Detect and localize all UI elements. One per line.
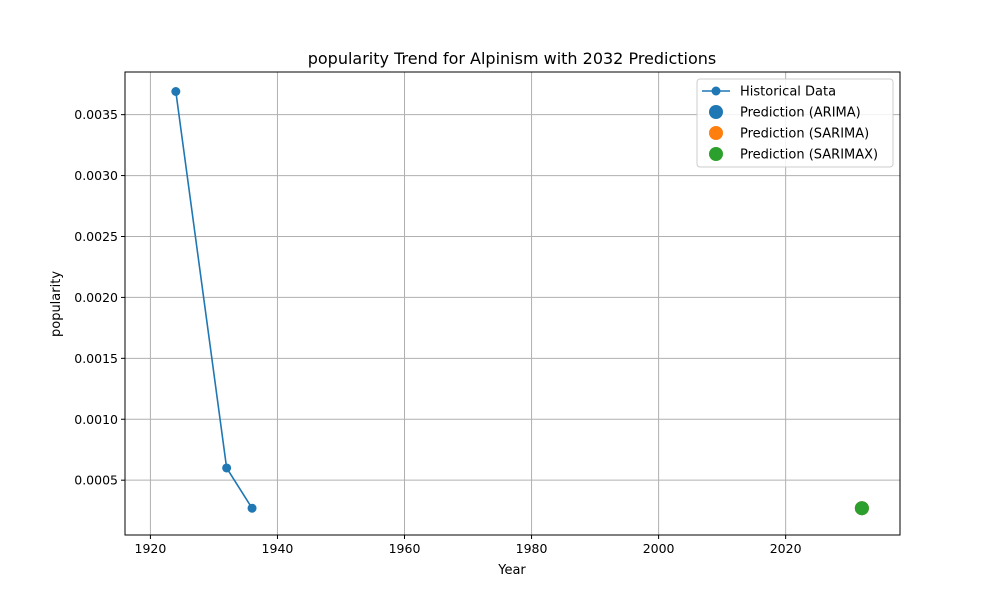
plot-area-frame: [124, 71, 901, 536]
y-tick-label: 0.0020: [74, 290, 118, 305]
y-tick-label: 0.0030: [74, 168, 118, 183]
y-tick-label: 0.0015: [74, 351, 118, 366]
legend-label: Historical Data: [740, 85, 836, 100]
legend: Historical Data Prediction (ARIMA) Predict…: [696, 78, 894, 168]
legend-marker-swatch: [709, 126, 723, 140]
y-tick-label: 0.0035: [74, 107, 118, 122]
x-tick-label: 2020: [770, 541, 802, 556]
legend-label: Prediction (ARIMA): [740, 106, 861, 121]
x-tick-label: 2000: [643, 541, 675, 556]
historical-data-point: [222, 463, 232, 473]
legend-box: [696, 78, 894, 168]
axis-ticks: 1920 1940 1960 1980 2000 2020 0.0005 0.0010 0.00…: [74, 107, 801, 556]
y-tick-label: 0.0025: [74, 229, 118, 244]
grid: [125, 72, 900, 535]
chart-title: popularity Trend for Alpinism with 2032 …: [308, 49, 717, 68]
legend-marker-swatch: [711, 86, 721, 96]
y-tick-label: 0.0005: [74, 473, 118, 488]
x-tick-label: 1940: [262, 541, 294, 556]
legend-marker-swatch: [709, 147, 723, 161]
prediction-point: [854, 501, 869, 516]
legend-marker-swatch: [709, 105, 723, 119]
legend-label: Prediction (SARIMA): [740, 127, 869, 142]
x-tick-label: 1960: [389, 541, 421, 556]
x-tick-label: 1980: [516, 541, 548, 556]
y-axis-title: popularity: [49, 271, 64, 337]
y-tick-label: 0.0010: [74, 412, 118, 427]
historical-data-point: [247, 503, 257, 513]
legend-label: Prediction (SARIMAX): [740, 148, 878, 163]
x-axis-title: Year: [497, 563, 526, 578]
historical-data-point: [171, 86, 181, 96]
x-tick-label: 1920: [135, 541, 167, 556]
plot-series: [171, 86, 869, 516]
